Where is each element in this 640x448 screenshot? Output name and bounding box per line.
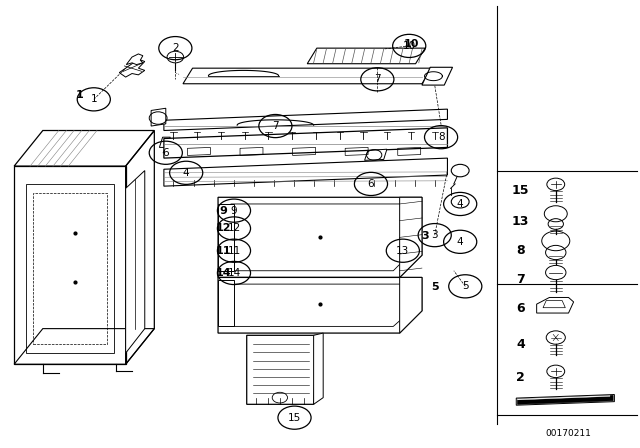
Text: 1: 1 <box>76 90 83 100</box>
Polygon shape <box>314 333 323 404</box>
Text: 2: 2 <box>172 43 179 53</box>
Text: 14: 14 <box>215 268 231 278</box>
Polygon shape <box>126 54 143 65</box>
Polygon shape <box>164 109 447 130</box>
Polygon shape <box>218 280 234 327</box>
Text: 7: 7 <box>374 74 381 84</box>
Polygon shape <box>518 396 613 404</box>
Text: 14: 14 <box>227 268 241 278</box>
Polygon shape <box>365 149 387 160</box>
Text: 00170211: 00170211 <box>545 429 591 438</box>
Text: 13: 13 <box>512 215 529 228</box>
Polygon shape <box>159 137 170 147</box>
Polygon shape <box>518 396 610 400</box>
Text: 10: 10 <box>403 41 416 51</box>
Text: 7: 7 <box>272 121 278 131</box>
Text: 5: 5 <box>462 281 468 291</box>
Text: 8: 8 <box>516 244 525 257</box>
Polygon shape <box>119 59 145 77</box>
Text: 12: 12 <box>227 224 241 233</box>
Text: 1: 1 <box>90 95 97 104</box>
Text: 2: 2 <box>516 371 525 384</box>
Text: 15: 15 <box>288 413 301 422</box>
Text: 11: 11 <box>216 246 231 256</box>
Text: 3: 3 <box>431 230 438 240</box>
Text: 6: 6 <box>516 302 525 315</box>
Polygon shape <box>218 197 422 277</box>
Text: 12: 12 <box>216 224 231 233</box>
Polygon shape <box>164 128 447 158</box>
Polygon shape <box>246 335 317 404</box>
Text: 9: 9 <box>230 206 237 215</box>
Text: 3: 3 <box>421 232 429 241</box>
Polygon shape <box>218 277 422 333</box>
Text: 15: 15 <box>512 184 529 197</box>
Text: 11: 11 <box>227 246 241 256</box>
Polygon shape <box>125 171 145 353</box>
Polygon shape <box>183 68 431 84</box>
Text: 6: 6 <box>367 179 374 189</box>
Text: 4: 4 <box>516 338 525 351</box>
Circle shape <box>167 51 184 63</box>
Polygon shape <box>307 48 425 64</box>
Polygon shape <box>422 67 452 85</box>
Text: 6: 6 <box>163 148 169 158</box>
Text: 13: 13 <box>396 246 410 256</box>
Text: 8: 8 <box>438 132 444 142</box>
Text: 4: 4 <box>457 199 463 209</box>
Polygon shape <box>399 277 422 333</box>
Polygon shape <box>151 108 166 126</box>
Text: 5: 5 <box>431 282 438 292</box>
Text: 10: 10 <box>404 39 419 49</box>
Polygon shape <box>399 197 422 277</box>
Text: 4: 4 <box>457 237 463 247</box>
Text: 9: 9 <box>220 206 227 215</box>
Text: 4: 4 <box>183 168 189 178</box>
Text: 7: 7 <box>516 273 525 286</box>
Polygon shape <box>164 158 447 186</box>
Polygon shape <box>218 204 234 271</box>
